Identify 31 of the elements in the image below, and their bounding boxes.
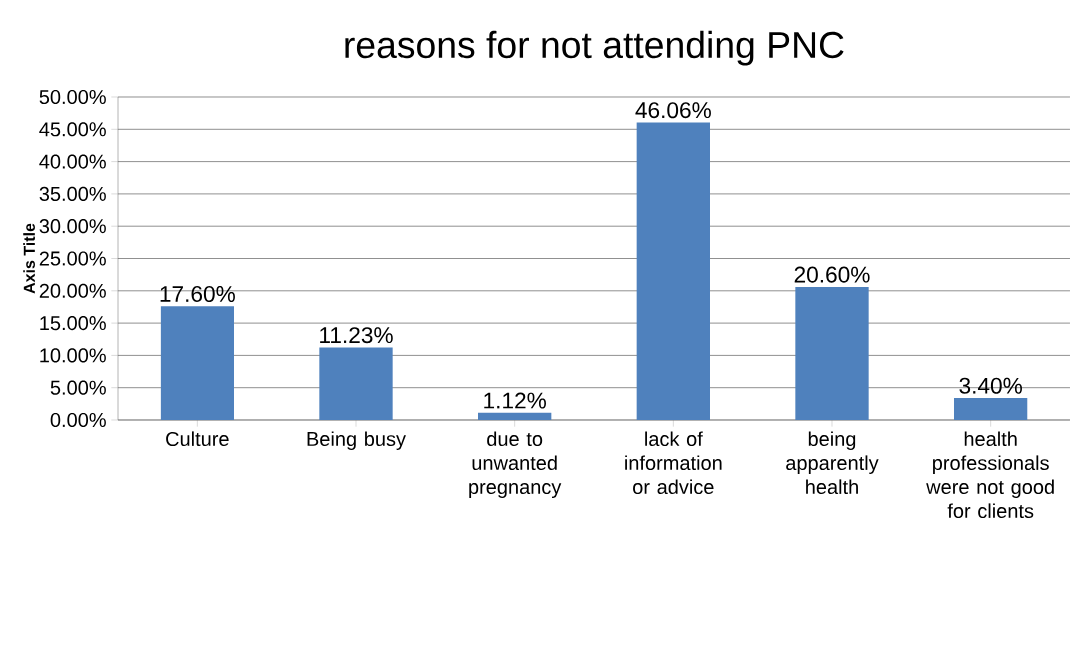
y-tick-label: 5.00% [50, 380, 106, 395]
x-tick-label: being apparently health [786, 431, 879, 495]
y-tick-label: 45.00% [39, 122, 106, 137]
data-label: 20.60% [794, 266, 870, 283]
x-tick-label: due to unwanted pregnancy [469, 431, 562, 499]
y-tick-label: 40.00% [39, 154, 106, 169]
bar [160, 306, 234, 420]
data-label: 17.60% [160, 285, 235, 303]
y-tick-label: 20.00% [39, 283, 106, 298]
data-label: 46.06% [635, 102, 711, 119]
x-tick-label: Culture [166, 431, 229, 447]
chart-title: reasons for not attending PNC [345, 30, 844, 66]
data-label: 1.12% [484, 392, 546, 409]
data-label: 11.23% [320, 327, 393, 344]
bar [319, 347, 393, 420]
bar [954, 398, 1028, 420]
y-tick-label: 25.00% [39, 251, 106, 266]
x-tick-label: health professionals were not good for clients [926, 431, 1054, 519]
x-tick-label: Being busy [307, 431, 406, 451]
bar [636, 122, 710, 420]
bar [478, 412, 552, 420]
data-label: 3.40% [959, 377, 1022, 394]
y-tick-label: 30.00% [39, 219, 106, 234]
y-tick-label: 15.00% [40, 316, 106, 331]
y-tick-label: 0.00% [50, 412, 106, 428]
y-axis-title: Axis Title [23, 223, 35, 294]
y-tick-label: 50.00% [39, 89, 106, 105]
x-tick-label: lack of information or advice [625, 431, 722, 495]
bar [795, 286, 869, 420]
y-tick-label: 35.00% [39, 186, 106, 201]
y-tick-label: 10.00% [40, 348, 106, 363]
